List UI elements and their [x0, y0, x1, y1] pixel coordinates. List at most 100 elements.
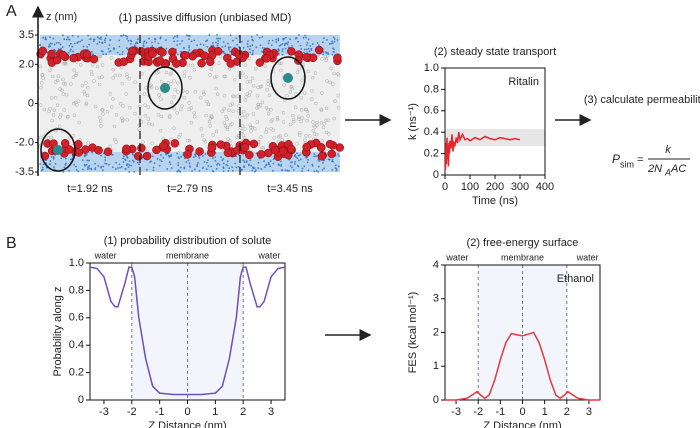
lipid-tail	[245, 113, 250, 117]
water-molecule	[52, 37, 55, 40]
headgroup	[188, 51, 197, 61]
lipid-tail	[324, 118, 328, 123]
water-molecule	[198, 157, 201, 159]
solute-circle	[40, 128, 76, 172]
lipid-tail	[155, 71, 159, 75]
lipid-tail	[109, 56, 114, 60]
water-molecule	[247, 164, 250, 167]
water-molecule	[105, 53, 108, 56]
lipid-tail	[214, 74, 219, 79]
headgroup	[94, 146, 103, 155]
water-molecule	[94, 168, 97, 171]
water-molecule	[131, 153, 134, 156]
water-molecule	[122, 34, 125, 37]
lipid-tail	[248, 79, 253, 84]
water-molecule	[75, 165, 77, 168]
lipid-tail	[295, 142, 299, 146]
y-tick-label: 3.5	[19, 29, 34, 41]
lipid-tail	[332, 71, 336, 76]
water-molecule	[254, 169, 257, 172]
x-tick-label: -3	[99, 406, 109, 418]
water-molecule	[196, 165, 198, 168]
water-molecule	[125, 47, 128, 49]
headgroup	[327, 149, 336, 159]
x-tick-label: 0	[519, 406, 525, 418]
water-molecule	[130, 164, 133, 167]
lipid-tail	[49, 135, 53, 140]
water-molecule	[53, 166, 55, 168]
headgroup	[200, 51, 209, 61]
water-molecule	[242, 159, 245, 162]
lipid-tail	[38, 64, 43, 69]
lipid-tail	[61, 92, 66, 96]
water-molecule	[159, 37, 162, 40]
water-molecule	[87, 34, 90, 37]
lipid-tail	[84, 81, 88, 85]
water-molecule	[85, 163, 88, 166]
water-molecule	[336, 39, 339, 41]
lipid-tail	[178, 132, 183, 137]
water-molecule	[148, 37, 150, 40]
formula-text: P	[612, 152, 620, 166]
lipid-tail	[114, 113, 119, 117]
lipid-tail	[176, 81, 180, 85]
lipid-tail	[300, 78, 304, 83]
water-molecule	[176, 36, 179, 38]
lipid-tail	[310, 75, 315, 80]
lipid-tail	[78, 63, 83, 67]
lipid-tail	[39, 81, 44, 85]
water-molecule	[219, 37, 221, 40]
water-molecule	[142, 42, 145, 44]
lipid-tail	[133, 80, 137, 85]
water-molecule	[145, 168, 148, 171]
water-molecule	[211, 41, 214, 44]
lipid-tail	[118, 73, 122, 78]
water-molecule	[284, 169, 287, 172]
water-molecule	[77, 41, 80, 43]
x-tick-label: -2	[473, 406, 483, 418]
water-molecule	[124, 158, 126, 161]
lipid-tail	[275, 116, 280, 120]
lipid-tail	[266, 82, 270, 86]
panel-title: (2) steady state transport	[434, 46, 556, 58]
water-molecule	[223, 52, 226, 55]
lipid-tail	[278, 134, 283, 138]
lipid-tail	[188, 75, 192, 80]
lipid-tail	[149, 85, 154, 89]
water-molecule	[94, 162, 97, 165]
water-molecule	[104, 159, 107, 161]
water-molecule	[214, 159, 217, 162]
lipid-tail	[259, 84, 264, 89]
solute	[53, 145, 63, 155]
region-label: water	[576, 252, 599, 262]
lipid-tail	[202, 138, 207, 142]
lipid-tail	[204, 113, 208, 118]
lipid-tail	[108, 144, 113, 149]
lipid-tail	[64, 92, 69, 97]
lipid-tail	[39, 85, 43, 90]
headgroup	[249, 139, 258, 149]
water-molecule	[193, 39, 196, 42]
water-molecule	[260, 168, 263, 170]
water-molecule	[212, 44, 215, 47]
water-molecule	[102, 169, 104, 172]
water-molecule	[104, 41, 106, 44]
lipid-tail	[192, 114, 197, 119]
lipid-tail	[199, 127, 204, 131]
water-molecule	[50, 155, 53, 158]
lipid-tail	[82, 92, 87, 96]
water-molecule	[289, 165, 292, 167]
water-molecule	[258, 36, 261, 39]
panel-title: (1) passive diffusion (unbiased MD)	[119, 12, 292, 24]
water-molecule	[57, 41, 60, 44]
water-molecule	[313, 170, 316, 173]
headgroup	[262, 54, 271, 63]
water-molecule	[67, 51, 70, 54]
lipid-tail	[209, 115, 214, 119]
water-molecule	[228, 48, 230, 51]
y-axis-label: Probability along z	[52, 287, 64, 377]
lipid-tail	[72, 68, 76, 73]
lipid-tail	[92, 79, 96, 83]
water-molecule	[72, 50, 74, 53]
water-molecule	[59, 43, 62, 46]
